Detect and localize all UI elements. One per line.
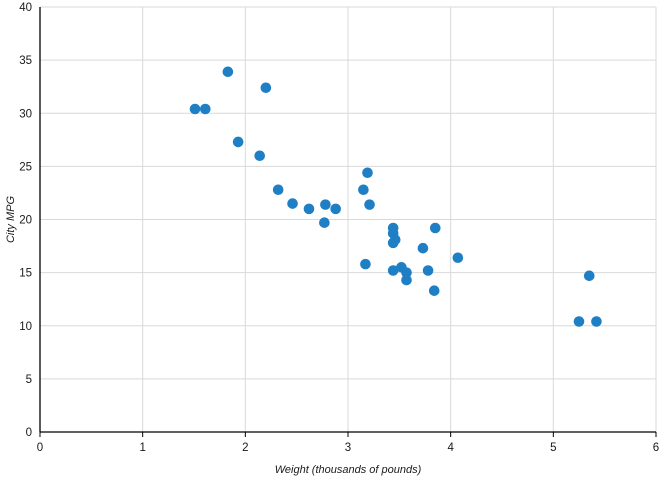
- y-tick-label-0: 0: [26, 427, 32, 439]
- x-tick-label-5: 5: [550, 442, 556, 454]
- x-tick-label-4: 4: [447, 442, 454, 454]
- x-axis-title: Weight (thousands of pounds): [275, 464, 422, 476]
- y-tick-label-20: 20: [19, 215, 32, 227]
- x-tick-label-3: 3: [345, 442, 351, 454]
- data-point-1: [199, 103, 211, 115]
- data-point-3: [232, 136, 244, 148]
- data-point-12: [358, 184, 369, 196]
- data-point-23: [401, 274, 412, 286]
- data-point-31: [591, 316, 602, 327]
- y-axis-ticks: 0 5 10 15 20 25 30 35 40: [19, 2, 32, 439]
- y-tick-label-40: 40: [19, 2, 32, 14]
- x-axis-ticks: 0 1 2 3 4 5 6: [37, 432, 659, 454]
- data-point-29: [573, 316, 585, 327]
- y-tick-label-10: 10: [19, 321, 32, 333]
- y-tick-label-30: 30: [19, 108, 32, 120]
- x-tick-label-1: 1: [139, 442, 145, 454]
- y-tick-label-5: 5: [26, 374, 32, 386]
- grid: [40, 6, 657, 432]
- data-points: [189, 66, 602, 327]
- data-point-26: [428, 285, 440, 296]
- data-point-6: [272, 184, 284, 196]
- data-point-13: [360, 258, 371, 270]
- data-point-22: [401, 267, 412, 278]
- data-point-7: [287, 198, 298, 209]
- data-point-24: [417, 242, 429, 254]
- data-point-8: [303, 203, 315, 215]
- data-point-10: [320, 199, 331, 210]
- y-tick-label-25: 25: [19, 161, 32, 173]
- data-point-11: [330, 203, 341, 215]
- data-point-28: [452, 252, 464, 264]
- data-point-27: [429, 222, 441, 234]
- x-tick-label-6: 6: [653, 442, 659, 454]
- data-point-25: [422, 265, 434, 276]
- data-point-20: [389, 234, 401, 245]
- data-point-30: [583, 270, 595, 282]
- x-tick-label-0: 0: [37, 442, 43, 454]
- data-point-19: [387, 265, 399, 276]
- y-axis-title: City MPG: [5, 196, 17, 244]
- data-point-4: [254, 150, 266, 162]
- y-tick-label-15: 15: [19, 268, 32, 280]
- data-point-2: [222, 66, 234, 78]
- data-point-15: [364, 199, 375, 210]
- data-point-9: [319, 217, 330, 228]
- data-point-14: [362, 167, 373, 179]
- y-tick-label-35: 35: [19, 55, 32, 67]
- x-tick-label-2: 2: [242, 442, 248, 454]
- data-point-5: [260, 82, 272, 94]
- data-point-0: [189, 103, 201, 115]
